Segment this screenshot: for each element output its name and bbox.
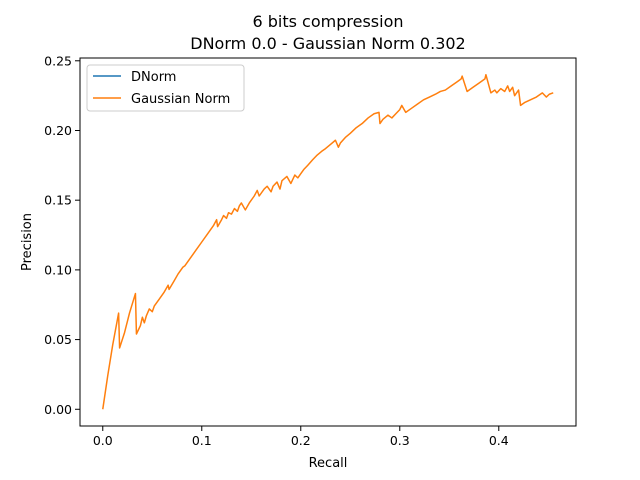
plot-frame — [79, 57, 577, 427]
y-tick-label: 0.05 — [44, 332, 72, 347]
legend: DNorm Gaussian Norm — [86, 64, 245, 112]
y-tick-label: 0.15 — [44, 193, 72, 208]
x-tick-label: 0.1 — [192, 433, 212, 448]
series-line-gaussian-norm — [102, 73, 554, 410]
legend-label-gaussian-norm: Gaussian Norm — [131, 92, 230, 107]
chart-title-line2: DNorm 0.0 - Gaussian Norm 0.302 — [190, 34, 465, 53]
x-axis: 0.0 0.1 0.2 0.3 0.4 — [93, 426, 509, 448]
x-tick-label: 0.3 — [390, 433, 410, 448]
y-tick-label: 0.10 — [44, 262, 72, 277]
y-axis-label: Precision — [20, 213, 35, 271]
x-tick-label: 0.4 — [489, 433, 509, 448]
series-layer — [102, 73, 554, 410]
y-axis: 0.00 0.05 0.10 0.15 0.20 0.25 — [44, 53, 80, 417]
x-tick-label: 0.0 — [93, 433, 113, 448]
y-tick-label: 0.20 — [44, 123, 72, 138]
chart-title: 6 bits compression DNorm 0.0 - Gaussian … — [190, 12, 465, 53]
x-axis-label: Recall — [309, 456, 348, 471]
x-tick-label: 0.2 — [291, 433, 311, 448]
legend-box — [86, 64, 245, 112]
legend-label-dnorm: DNorm — [131, 70, 176, 85]
y-tick-label: 0.00 — [44, 402, 72, 417]
chart-title-line1: 6 bits compression — [252, 12, 403, 31]
y-tick-label: 0.25 — [44, 53, 72, 68]
